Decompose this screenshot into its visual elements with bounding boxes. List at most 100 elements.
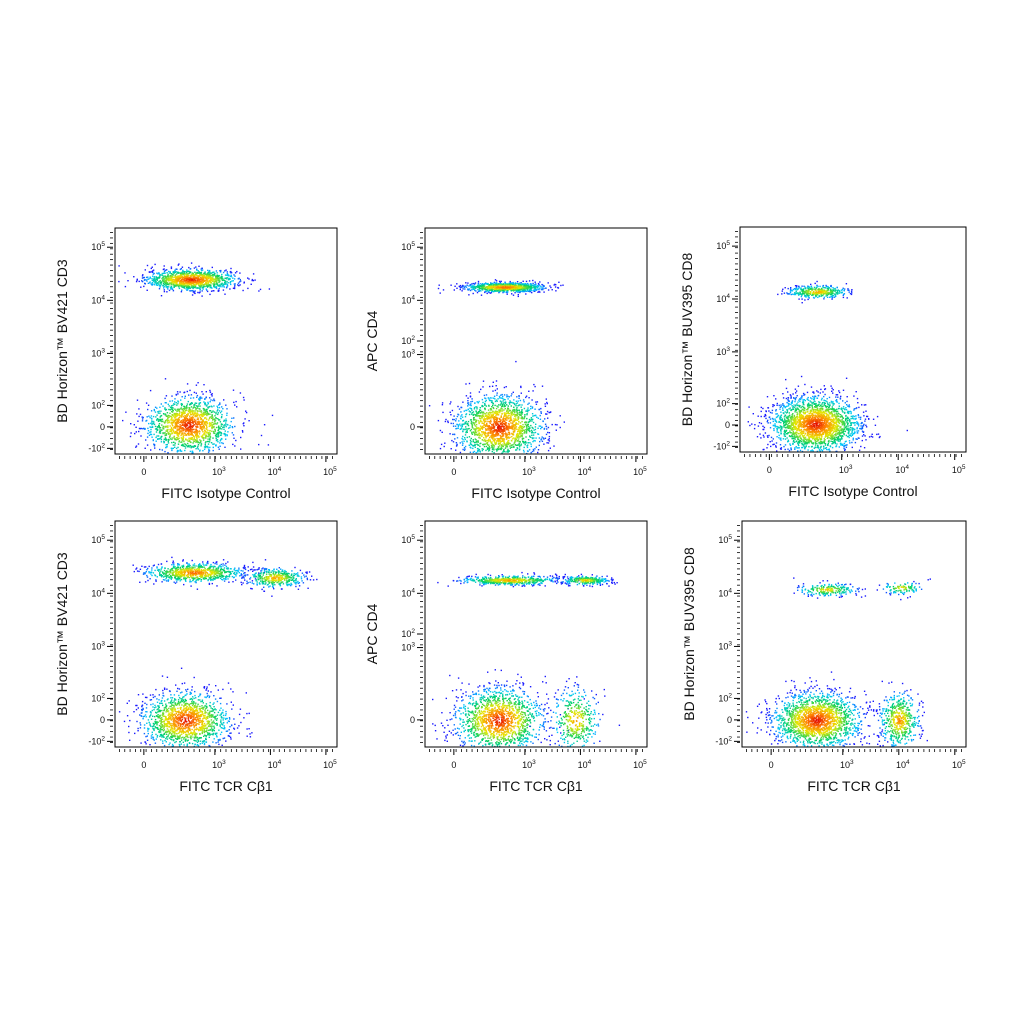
scatter-point bbox=[157, 412, 160, 414]
scatter-point bbox=[502, 291, 504, 294]
scatter-point bbox=[512, 424, 515, 426]
scatter-point bbox=[163, 413, 165, 415]
scatter-point bbox=[531, 432, 533, 434]
scatter-point bbox=[547, 426, 550, 429]
scatter-point bbox=[528, 397, 530, 399]
scatter-point bbox=[225, 282, 227, 284]
scatter-point bbox=[497, 438, 499, 440]
scatter-point bbox=[514, 403, 516, 406]
scatter-point bbox=[205, 278, 208, 280]
scatter-point bbox=[508, 420, 510, 423]
scatter-point bbox=[494, 442, 496, 444]
scatter-point bbox=[175, 282, 177, 284]
scatter-point bbox=[205, 432, 208, 434]
scatter-point bbox=[219, 428, 221, 430]
scatter-point bbox=[473, 419, 475, 421]
scatter-point bbox=[156, 407, 158, 409]
scatter-point bbox=[501, 405, 504, 407]
scatter-point bbox=[503, 450, 505, 453]
scatter-point bbox=[207, 413, 209, 416]
scatter-point bbox=[193, 286, 196, 288]
scatter-point bbox=[195, 277, 197, 279]
scatter-point bbox=[516, 402, 519, 404]
scatter-point bbox=[513, 417, 515, 420]
scatter-point bbox=[490, 415, 492, 417]
scatter-point bbox=[184, 411, 186, 413]
scatter-point bbox=[207, 406, 209, 408]
scatter-point bbox=[180, 413, 183, 415]
scatter-point bbox=[248, 420, 250, 422]
scatter-point bbox=[218, 431, 220, 433]
scatter-point bbox=[513, 437, 515, 439]
scatter-point bbox=[171, 429, 173, 431]
scatter-point bbox=[484, 397, 486, 399]
scatter-point bbox=[484, 291, 486, 294]
scatter-point bbox=[506, 284, 508, 286]
scatter-point bbox=[509, 400, 511, 402]
scatter-point bbox=[143, 276, 145, 279]
scatter-point bbox=[525, 285, 527, 288]
scatter-point bbox=[495, 412, 497, 415]
scatter-point bbox=[222, 285, 225, 287]
scatter-point bbox=[187, 284, 189, 287]
scatter-point bbox=[183, 430, 185, 432]
scatter-point bbox=[496, 426, 499, 429]
scatter-point bbox=[188, 429, 190, 432]
scatter-point bbox=[520, 411, 522, 414]
scatter-point bbox=[174, 269, 176, 271]
scatter-point bbox=[511, 444, 513, 446]
scatter-point bbox=[520, 425, 522, 427]
scatter-point bbox=[181, 282, 183, 285]
scatter-point bbox=[534, 440, 536, 442]
scatter-point bbox=[499, 429, 501, 431]
scatter-point bbox=[200, 421, 203, 423]
scatter-point bbox=[164, 402, 166, 404]
scatter-point bbox=[490, 292, 493, 294]
scatter-point bbox=[178, 414, 180, 416]
scatter-point bbox=[538, 283, 540, 286]
scatter-point bbox=[537, 417, 539, 419]
scatter-point bbox=[192, 284, 194, 287]
scatter-point bbox=[156, 429, 159, 431]
scatter-point bbox=[191, 278, 193, 281]
scatter-point bbox=[227, 424, 229, 426]
scatter-point bbox=[186, 425, 188, 427]
scatter-point bbox=[186, 409, 188, 412]
scatter-point bbox=[507, 407, 509, 409]
scatter-point bbox=[145, 402, 148, 404]
scatter-point bbox=[477, 433, 480, 435]
scatter-point bbox=[178, 410, 181, 412]
scatter-point bbox=[192, 274, 194, 276]
scatter-point bbox=[223, 279, 226, 282]
scatter-point bbox=[516, 428, 518, 430]
scatter-point bbox=[182, 436, 185, 439]
scatter-point bbox=[464, 448, 466, 450]
scatter-point bbox=[167, 431, 169, 434]
scatter-point bbox=[181, 283, 183, 286]
scatter-point bbox=[225, 425, 227, 428]
scatter-point bbox=[163, 290, 166, 293]
scatter-point bbox=[176, 276, 179, 278]
scatter-point bbox=[222, 408, 224, 410]
scatter-point bbox=[502, 450, 504, 453]
scatter-point bbox=[522, 289, 524, 291]
scatter-point bbox=[491, 290, 493, 293]
scatter-point bbox=[502, 289, 504, 292]
scatter-point bbox=[502, 435, 505, 437]
scatter-point bbox=[161, 418, 164, 420]
scatter-point bbox=[180, 434, 182, 437]
scatter-point bbox=[202, 437, 204, 439]
scatter-point bbox=[186, 414, 188, 416]
scatter-point bbox=[193, 292, 196, 294]
scatter-point bbox=[178, 421, 180, 424]
scatter-point bbox=[199, 415, 201, 417]
scatter-point bbox=[225, 438, 227, 440]
scatter-point bbox=[192, 276, 195, 278]
scatter-point bbox=[484, 288, 486, 291]
scatter-point bbox=[230, 420, 232, 423]
scatter-point bbox=[190, 418, 193, 420]
scatter-point bbox=[196, 268, 198, 270]
scatter-point bbox=[186, 269, 188, 271]
scatter-point bbox=[530, 408, 532, 410]
scatter-point bbox=[187, 287, 190, 290]
